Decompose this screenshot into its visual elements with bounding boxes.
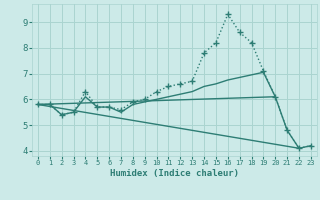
X-axis label: Humidex (Indice chaleur): Humidex (Indice chaleur) xyxy=(110,169,239,178)
